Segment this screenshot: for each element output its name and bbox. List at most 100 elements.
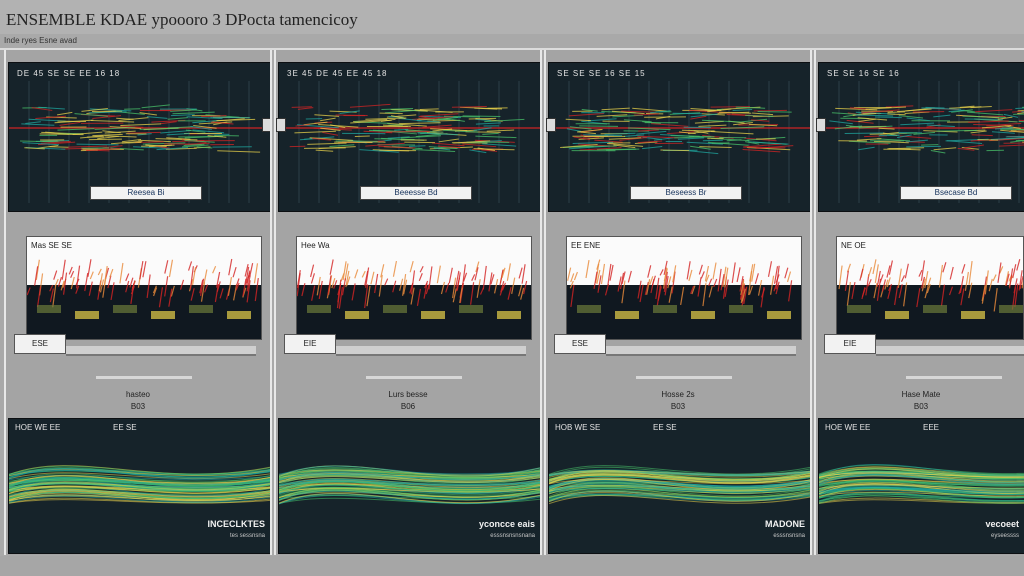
panel-badge[interactable]: Bsecase Bd (900, 186, 1012, 200)
spectrum-stroke (894, 285, 899, 306)
heat-stroke (363, 130, 393, 134)
wave-stroke (279, 493, 540, 505)
heat-stroke (374, 138, 415, 140)
spectrum-stroke (214, 283, 219, 303)
panel-handle[interactable] (546, 118, 556, 132)
panel-badge[interactable]: Beseess Br (630, 186, 742, 200)
spectrum-stroke (476, 279, 481, 298)
panel-handle[interactable] (276, 118, 286, 132)
wave-stroke (279, 483, 540, 493)
heat-stroke (359, 149, 399, 153)
heat-stroke (698, 124, 727, 127)
heat-stroke (430, 128, 468, 132)
mini-block (151, 311, 175, 319)
heat-stroke (719, 111, 752, 114)
heat-stroke (846, 119, 874, 124)
heat-stroke (57, 111, 73, 116)
heat-stroke (858, 146, 875, 151)
heat-stroke (477, 147, 496, 152)
value-chip[interactable]: ESE (554, 334, 606, 354)
spectrum-stroke (927, 277, 932, 288)
heat-stroke (160, 121, 177, 125)
spectrum-stroke (329, 259, 334, 275)
heat-stroke (747, 141, 789, 145)
spectrum-stroke (760, 286, 765, 308)
heat-stroke (90, 119, 135, 123)
spectrum-stroke (872, 259, 877, 275)
spectrum-stroke (570, 284, 575, 307)
heat-stroke (80, 135, 104, 139)
wave-stroke (549, 478, 810, 485)
wave-stroke (279, 481, 540, 492)
caption-secondary: B03 (913, 402, 929, 411)
heatmap-panel-top[interactable]: SE SE SE 16 SE 15 (548, 62, 810, 212)
heat-stroke (601, 107, 630, 111)
panel-handle[interactable] (816, 118, 826, 132)
spectrum-stroke (879, 274, 884, 283)
caption-rule (96, 376, 192, 379)
heat-stroke (829, 120, 853, 125)
heat-stroke (102, 145, 123, 149)
heat-stroke (322, 131, 339, 136)
spectrum-stroke (253, 263, 259, 284)
wave-stroke (819, 484, 1024, 494)
panel-top-label: 3E 45 DE 45 EE 45 18 (287, 69, 388, 78)
wave-stroke (819, 480, 1024, 486)
value-chip[interactable]: ESE (14, 334, 66, 354)
panel-top-label: SE SE 16 SE 16 (827, 69, 900, 78)
value-chip[interactable]: EIE (284, 334, 336, 354)
heat-stroke (38, 106, 65, 110)
heat-stroke (49, 146, 69, 148)
heat-stroke (689, 150, 719, 155)
heat-stroke (752, 112, 774, 116)
heat-stroke (962, 115, 1006, 118)
waveform-panel-bottom[interactable]: HOB WE SE EE SE MADONE esssnsnsna (548, 418, 810, 554)
wave-stroke (819, 495, 1024, 502)
heat-stroke (677, 137, 705, 140)
heat-stroke (365, 117, 407, 120)
heat-stroke (172, 111, 215, 115)
heat-stroke (959, 105, 975, 108)
heat-stroke (438, 145, 461, 149)
spectrum-stroke (740, 280, 745, 295)
spectrum-stroke (301, 283, 306, 297)
dark-band (27, 285, 261, 339)
heat-stroke (694, 120, 724, 124)
wave-stroke (279, 490, 540, 501)
heatmap-panel-mid[interactable]: NE OE (836, 236, 1024, 340)
waveform-panel-bottom[interactable]: HOE WE EE EEE vecoeet eyseessss (818, 418, 1024, 554)
heat-stroke (214, 134, 239, 137)
heat-stroke (431, 142, 465, 147)
heatmap-panel-mid[interactable]: Hee Wa (296, 236, 532, 340)
spectrum-stroke (309, 264, 315, 278)
spectrum-stroke (354, 269, 359, 279)
heatmap-panel-mid[interactable]: Mas SE SE (26, 236, 262, 340)
spectrum-stroke (370, 271, 375, 285)
heatmap-panel-mid[interactable]: EE ENE (566, 236, 802, 340)
heat-stroke (636, 130, 667, 135)
heat-stroke (612, 114, 643, 118)
wave-stroke (549, 487, 810, 493)
spectrum-stroke (1021, 279, 1023, 289)
panel-handle[interactable] (262, 118, 270, 132)
heat-stroke (981, 125, 1012, 129)
waveform-panel-bottom[interactable]: HOE WE EE EE SE INCECLKTES tes sessnsna (8, 418, 270, 554)
heat-stroke (710, 131, 754, 135)
heat-stroke (967, 111, 1004, 116)
waveform-panel-bottom[interactable]: yconcce eais esssnsnsnsnana (278, 418, 540, 554)
mini-block (961, 311, 985, 319)
spectrum-stroke (70, 270, 75, 279)
bottom-label-right: EEE (923, 423, 940, 432)
value-chip[interactable]: EIE (824, 334, 876, 354)
wave-stroke (549, 470, 810, 476)
wave-stroke (9, 473, 270, 484)
heat-stroke (844, 132, 884, 135)
header-divider (0, 48, 1024, 50)
spectrum-stroke (844, 270, 849, 292)
wave-stroke (9, 485, 270, 495)
panel-badge[interactable]: Reesea Bi (90, 186, 202, 200)
wave-stroke (279, 475, 540, 482)
heat-stroke (462, 143, 497, 148)
heat-stroke (74, 113, 108, 117)
panel-badge[interactable]: Beeesse Bd (360, 186, 472, 200)
